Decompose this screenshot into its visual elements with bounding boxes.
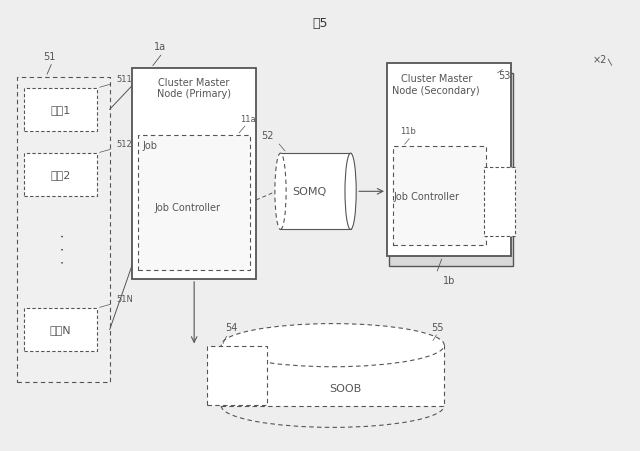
Bar	[484, 167, 515, 237]
Text: 11a: 11a	[241, 114, 256, 123]
Ellipse shape	[345, 154, 356, 230]
Bar	[387, 64, 511, 257]
Bar	[24, 154, 97, 196]
Ellipse shape	[275, 154, 286, 230]
Text: 1b: 1b	[443, 276, 455, 285]
Text: Cluster Master
Node (Secondary): Cluster Master Node (Secondary)	[392, 74, 480, 96]
Bar	[221, 345, 444, 406]
Text: Job Controller: Job Controller	[155, 202, 221, 212]
Text: Job Controller: Job Controller	[394, 191, 460, 201]
Text: 511: 511	[116, 74, 132, 83]
Bar	[132, 69, 256, 279]
Bar	[394, 147, 486, 246]
Text: 図5: 図5	[312, 17, 328, 30]
Text: 51: 51	[43, 52, 55, 62]
Text: 11b: 11b	[399, 127, 415, 136]
Text: JTR: JTR	[492, 197, 508, 207]
Text: 1a: 1a	[154, 41, 166, 51]
Ellipse shape	[221, 324, 444, 367]
Bar	[24, 89, 97, 131]
Text: 処理N: 処理N	[49, 325, 71, 335]
Bar	[280, 154, 351, 230]
Text: Cluster Master
Node (Primary): Cluster Master Node (Primary)	[157, 78, 231, 99]
Text: Job: Job	[56, 89, 71, 99]
Bar	[207, 346, 267, 405]
Text: 512: 512	[116, 139, 132, 148]
Text: 52: 52	[262, 130, 274, 140]
Text: ·  ·  ·: · · ·	[56, 233, 70, 263]
Bar	[17, 78, 109, 382]
Bar	[138, 136, 250, 270]
Text: SOOB: SOOB	[330, 383, 362, 393]
Text: 55: 55	[431, 322, 444, 332]
Bar	[24, 308, 97, 351]
Bar	[389, 74, 513, 267]
Text: 処理1: 処理1	[50, 105, 70, 115]
Text: Job: Job	[142, 140, 157, 150]
Text: 処理2: 処理2	[50, 170, 70, 180]
Text: SOMQ: SOMQ	[292, 187, 326, 197]
Text: 54: 54	[225, 322, 237, 332]
Text: ×2: ×2	[593, 55, 607, 65]
Text: 53: 53	[499, 71, 511, 81]
Text: 51N: 51N	[116, 294, 133, 303]
Text: JTR: JTR	[228, 371, 246, 381]
